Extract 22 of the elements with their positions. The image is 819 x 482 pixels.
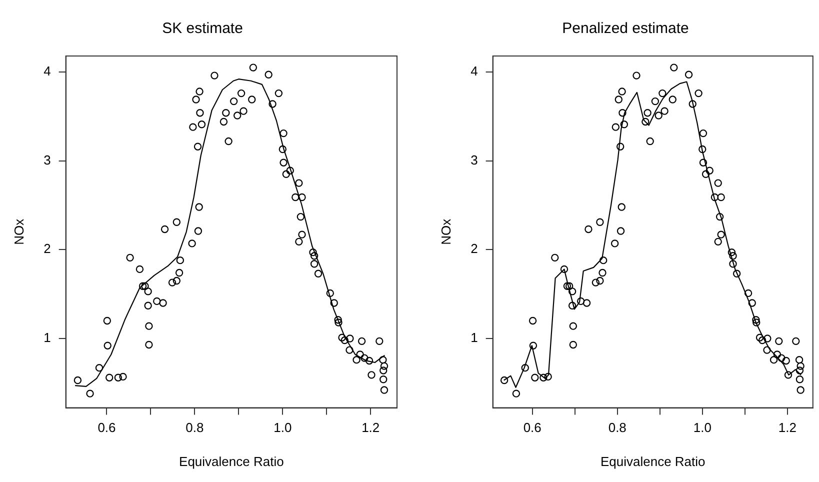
x-tick-label: 0.6 xyxy=(523,420,542,436)
y-tick-label: 3 xyxy=(44,152,51,168)
x-tick-label: 1.2 xyxy=(362,420,380,436)
x-tick-label: 0.8 xyxy=(186,420,204,436)
x-tick-label: 1.0 xyxy=(693,420,712,436)
y-tick-label: 3 xyxy=(470,152,478,168)
y-tick-label: 1 xyxy=(44,330,51,346)
y-tick-label: 1 xyxy=(470,330,478,346)
x-axis-title: Equivalence Ratio xyxy=(600,454,706,469)
x-tick-label: 1.0 xyxy=(274,420,292,436)
x-axis-title: Equivalence Ratio xyxy=(179,454,284,469)
y-axis-title: NOx xyxy=(438,218,454,245)
chart-title: SK estimate xyxy=(162,20,243,38)
y-axis-title: NOx xyxy=(11,218,26,245)
y-tick-label: 4 xyxy=(44,64,51,79)
y-tick-label: 4 xyxy=(470,64,478,79)
y-tick-label: 2 xyxy=(44,241,51,256)
y-tick-label: 2 xyxy=(470,241,478,256)
x-tick-label: 1.2 xyxy=(778,420,796,436)
x-tick-label: 0.6 xyxy=(98,420,116,436)
x-tick-label: 0.8 xyxy=(608,420,626,436)
chart-title: Penalized estimate xyxy=(562,20,689,38)
